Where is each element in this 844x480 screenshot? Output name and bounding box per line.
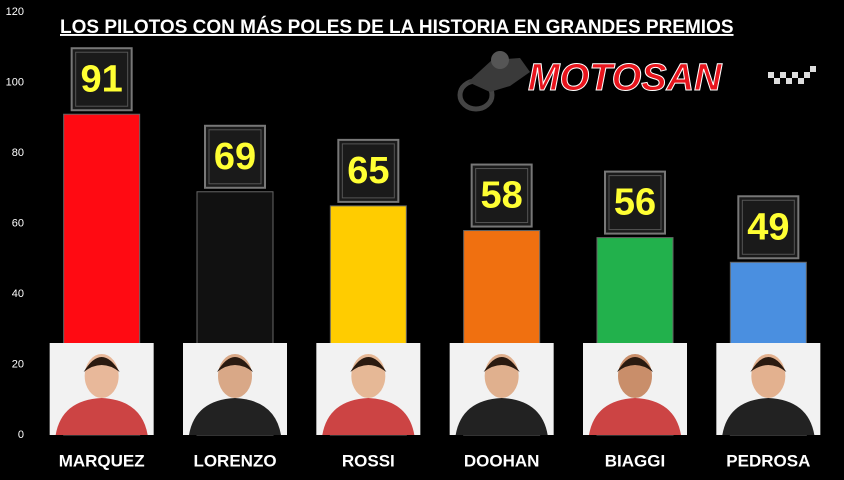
y-tick-label: 80 (12, 147, 24, 159)
logo-bike (457, 51, 530, 112)
value-box-inner (608, 175, 662, 231)
value-label: 69 (214, 136, 256, 178)
y-tick-label: 100 (6, 76, 24, 88)
x-tick-label: BIAGGI (605, 451, 665, 470)
rider-photo (716, 343, 821, 435)
x-tick-label: PEDROSA (726, 451, 810, 470)
value-box (337, 138, 400, 203)
photo-hair (750, 357, 787, 372)
logo-text: MOTOSAN (528, 57, 723, 99)
value-box-inner (741, 199, 795, 255)
value-label: 65 (347, 150, 389, 192)
value-box (470, 163, 533, 228)
value-box-inner (208, 129, 262, 185)
rider-photo (583, 343, 687, 435)
photo-body (722, 398, 815, 435)
photo-body (455, 398, 548, 435)
rider-photo (183, 343, 287, 435)
value-box (204, 124, 266, 189)
x-tick-label: ROSSI (342, 451, 395, 470)
x-tick-label: DOOHAN (464, 451, 540, 470)
value-box (737, 195, 800, 260)
value-box-inner (75, 51, 129, 107)
y-tick-label: 40 (12, 288, 24, 300)
value-box (604, 170, 666, 235)
x-tick-label: MARQUEZ (59, 451, 145, 470)
value-label: 58 (481, 175, 523, 217)
rider-photo (449, 343, 554, 435)
logo-flag (768, 66, 816, 84)
photo-body (322, 398, 415, 435)
photo-body (55, 398, 148, 435)
y-tick-label: 0 (18, 429, 24, 441)
photo-hair (350, 357, 387, 372)
photo-hair (617, 357, 653, 372)
value-box-inner (475, 168, 529, 224)
photo-hair (483, 357, 520, 372)
x-tick-label: LORENZO (193, 451, 276, 470)
y-tick-label: 20 (12, 358, 24, 370)
rider-photo (49, 343, 154, 435)
rider-photo (316, 343, 421, 435)
value-box (70, 47, 133, 112)
photo-hair (217, 357, 253, 372)
y-tick-label: 60 (12, 217, 24, 229)
value-label: 49 (747, 206, 789, 248)
photo-body (189, 398, 281, 435)
photo-body (589, 398, 681, 435)
value-label: 56 (614, 182, 656, 224)
value-box-inner (341, 143, 395, 199)
photo-hair (83, 357, 120, 372)
value-label: 91 (81, 58, 123, 100)
y-tick-label: 120 (6, 6, 24, 18)
chart-title: LOS PILOTOS CON MÁS POLES DE LA HISTORIA… (60, 16, 734, 38)
